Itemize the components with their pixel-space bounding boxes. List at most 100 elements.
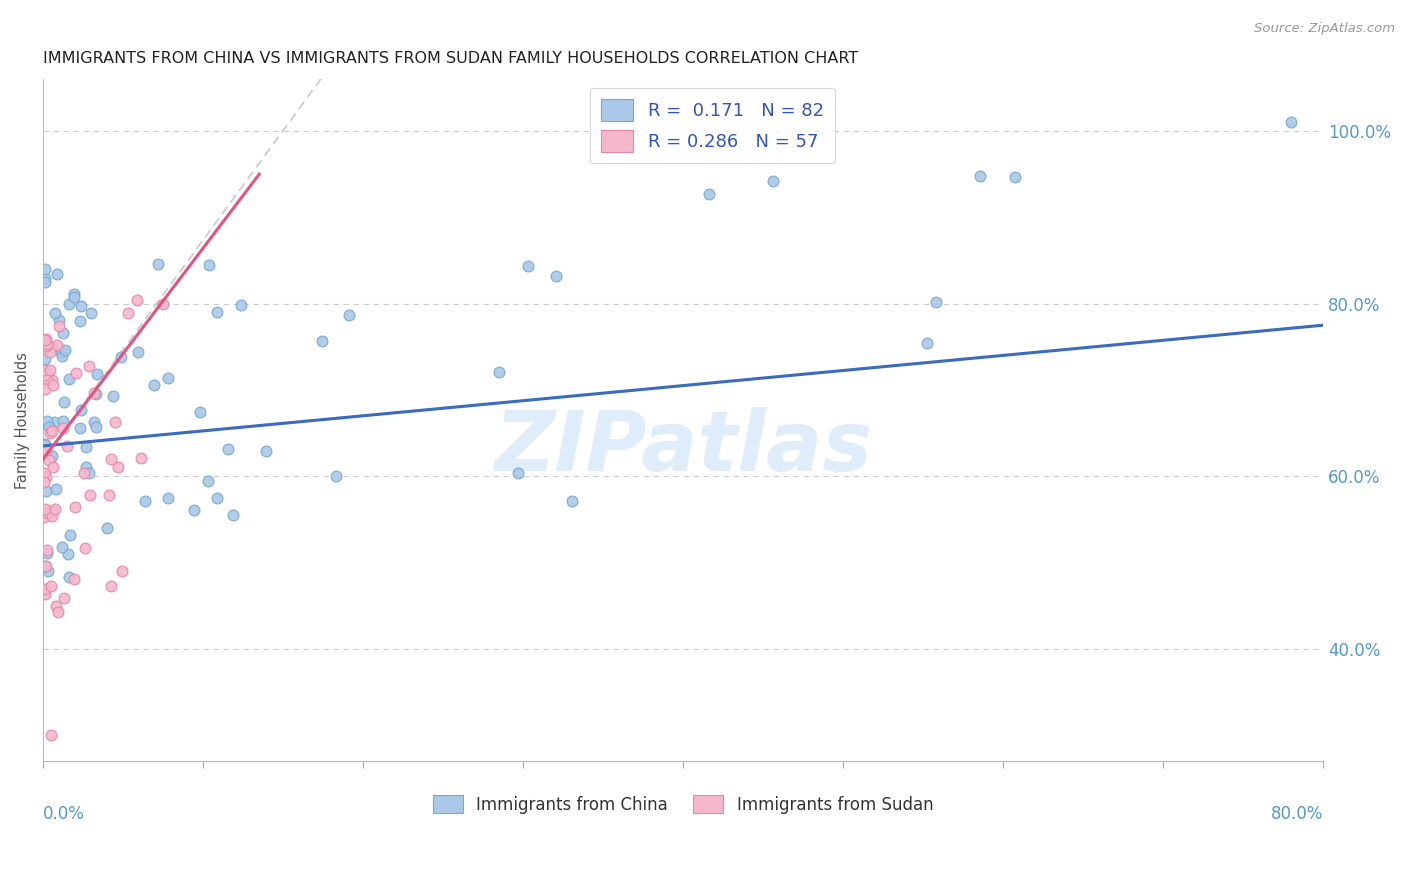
Point — [127, 344, 149, 359]
Point — [32, 509, 55, 524]
Point — [45, 599, 67, 614]
Point — [561, 494, 583, 508]
Point — [48, 313, 70, 327]
Text: Source: ZipAtlas.com: Source: ZipAtlas.com — [1254, 22, 1395, 36]
Point — [143, 378, 166, 392]
Point — [148, 257, 170, 271]
Y-axis label: Family Households: Family Households — [15, 351, 30, 489]
Point — [52, 591, 75, 606]
Point — [506, 466, 529, 480]
Point — [69, 313, 91, 327]
Point — [221, 508, 243, 522]
Point — [34, 261, 56, 276]
Point — [62, 287, 84, 301]
Point — [217, 442, 239, 456]
Point — [34, 376, 56, 390]
Point — [205, 491, 228, 506]
Point — [79, 488, 101, 502]
Point — [32, 466, 55, 480]
Text: 80.0%: 80.0% — [1271, 805, 1323, 823]
Point — [188, 405, 211, 419]
Point — [39, 728, 62, 742]
Point — [339, 308, 361, 322]
Point — [917, 335, 939, 350]
Point — [41, 449, 63, 463]
Point — [69, 299, 91, 313]
Point — [84, 420, 107, 434]
Point — [83, 416, 105, 430]
Point — [70, 403, 93, 417]
Point — [77, 359, 100, 374]
Point — [34, 270, 56, 285]
Point — [516, 259, 538, 273]
Point — [32, 475, 55, 490]
Point — [198, 258, 221, 272]
Point — [58, 372, 80, 386]
Point — [83, 386, 105, 401]
Point — [51, 349, 73, 363]
Point — [107, 460, 129, 475]
Point — [183, 503, 205, 517]
Point — [229, 298, 252, 312]
Point — [86, 367, 108, 381]
Point — [37, 414, 59, 428]
Point — [311, 334, 333, 348]
Point — [48, 319, 70, 334]
Point — [325, 469, 347, 483]
Point — [41, 579, 63, 593]
Point — [134, 494, 156, 508]
Point — [34, 438, 56, 452]
Point — [52, 326, 75, 340]
Point — [51, 541, 73, 555]
Point — [41, 423, 63, 437]
Point — [969, 169, 991, 184]
Point — [129, 450, 152, 465]
Legend: Immigrants from China, Immigrants from Sudan: Immigrants from China, Immigrants from S… — [426, 789, 939, 821]
Point — [41, 378, 63, 392]
Point — [34, 332, 56, 346]
Point — [97, 488, 120, 502]
Point — [39, 363, 62, 377]
Point — [37, 506, 59, 520]
Point — [59, 528, 82, 542]
Point — [52, 414, 75, 428]
Point — [39, 340, 62, 354]
Point — [73, 466, 96, 480]
Point — [34, 368, 56, 382]
Point — [34, 436, 56, 450]
Point — [34, 559, 56, 574]
Point — [205, 305, 228, 319]
Point — [34, 333, 56, 347]
Point — [104, 415, 127, 429]
Point — [35, 339, 58, 353]
Point — [35, 469, 58, 483]
Point — [42, 415, 65, 429]
Text: 0.0%: 0.0% — [44, 805, 86, 823]
Point — [84, 387, 107, 401]
Point — [37, 564, 59, 578]
Point — [117, 306, 139, 320]
Point — [152, 296, 174, 310]
Point — [35, 337, 58, 351]
Point — [125, 293, 148, 307]
Point — [62, 290, 84, 304]
Point — [52, 394, 75, 409]
Point — [41, 374, 63, 388]
Point — [156, 491, 179, 506]
Point — [63, 500, 86, 514]
Point — [63, 572, 86, 586]
Point — [697, 186, 720, 201]
Point — [101, 389, 124, 403]
Point — [34, 382, 56, 396]
Point — [45, 482, 67, 496]
Point — [111, 564, 134, 578]
Point — [56, 439, 79, 453]
Point — [34, 275, 56, 289]
Point — [110, 350, 132, 364]
Point — [51, 344, 73, 359]
Point — [56, 548, 79, 562]
Point — [35, 483, 58, 498]
Point — [35, 559, 58, 574]
Point — [34, 582, 56, 597]
Point — [32, 363, 55, 377]
